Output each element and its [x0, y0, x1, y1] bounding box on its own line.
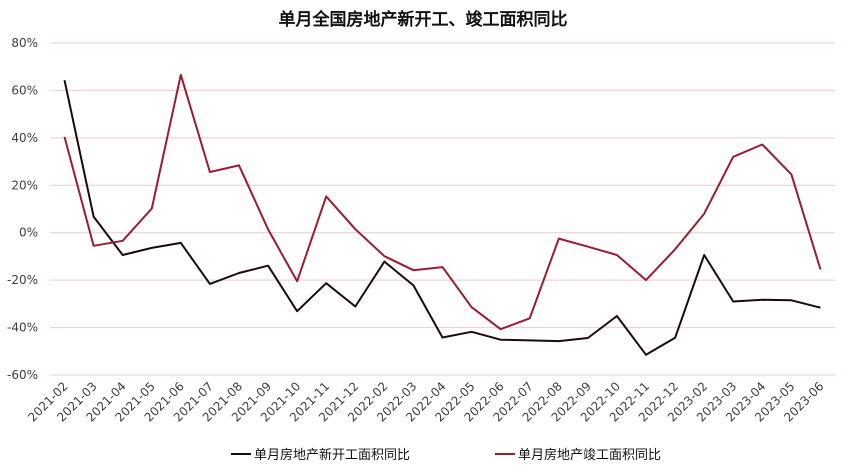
y-tick-label: -40% [7, 321, 38, 335]
y-tick-label: -60% [7, 368, 38, 382]
y-tick-label: 20% [11, 178, 38, 192]
x-axis-ticks: 2021-022021-032021-042021-052021-062021-… [25, 379, 826, 424]
y-tick-label: 40% [11, 131, 38, 145]
y-axis-ticks: -60% -40% -20% 0% 20% 40% 60% 80% [7, 36, 38, 382]
y-tick-label: 80% [11, 36, 38, 50]
series-line-new-starts [63, 79, 821, 356]
y-tick-label: -20% [7, 273, 38, 287]
legend-label-completions: 单月房地产竣工面积同比 [518, 447, 661, 463]
series-lines [63, 73, 822, 356]
y-tick-label: 0% [19, 226, 38, 240]
series-line-completions [63, 73, 822, 331]
legend-label-new-starts: 单月房地产新开工面积同比 [254, 447, 410, 463]
chart-title: 单月全国房地产新开工、竣工面积同比 [279, 9, 568, 30]
legend: 单月房地产新开工面积同比 单月房地产竣工面积同比 [231, 447, 661, 463]
gridlines [50, 42, 835, 376]
y-tick-label: 60% [11, 83, 38, 97]
